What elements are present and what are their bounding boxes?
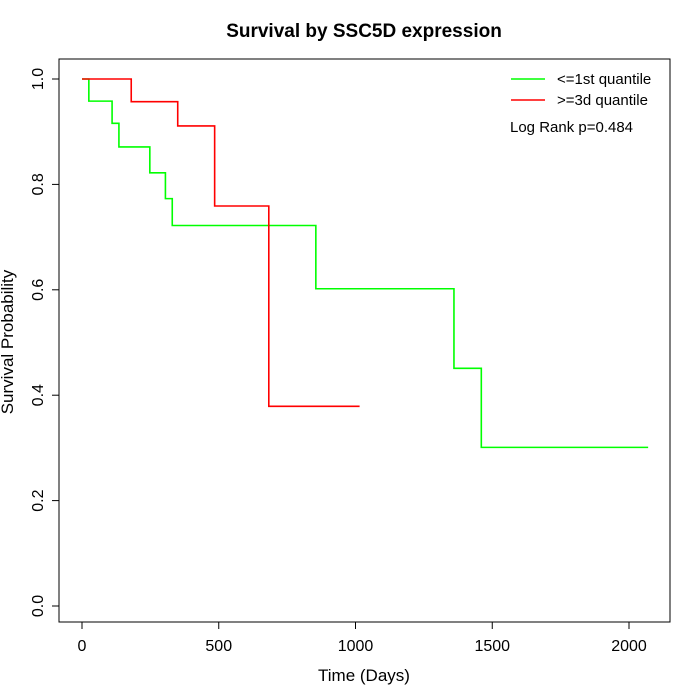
chart-title: Survival by SSC5D expression [226, 21, 502, 42]
legend-label-low: <=1st quantile [557, 71, 651, 88]
y-tick-label: 0.8 [30, 173, 47, 195]
legend-label-high: >=3d quantile [557, 92, 648, 109]
x-axis-label: Time (Days) [318, 666, 410, 685]
y-axis: 0.0 0.2 0.4 0.6 0.8 1.0 [30, 68, 60, 617]
x-tick-label: 1500 [474, 638, 510, 655]
x-tick-label: 500 [205, 638, 232, 655]
y-tick-label: 0.2 [30, 489, 47, 511]
y-tick-label: 0.0 [30, 595, 47, 617]
y-tick-label: 0.4 [30, 384, 47, 406]
survival-curve-series-2 [82, 78, 360, 408]
x-tick-label: 0 [78, 638, 87, 655]
y-tick-label: 0.6 [30, 279, 47, 301]
y-axis-label: Survival Probability [0, 269, 17, 414]
legend: <=1st quantile >=3d quantile [511, 71, 651, 109]
plot-frame [58, 58, 671, 623]
x-axis: 0 500 1000 1500 2000 [78, 621, 647, 655]
series-layer [82, 78, 649, 449]
y-tick-label: 1.0 [30, 68, 47, 90]
x-tick-label: 2000 [611, 638, 647, 655]
log-rank-annotation: Log Rank p=0.484 [510, 119, 633, 136]
survival-curve-series-1 [82, 78, 649, 449]
x-tick-label: 1000 [338, 638, 374, 655]
